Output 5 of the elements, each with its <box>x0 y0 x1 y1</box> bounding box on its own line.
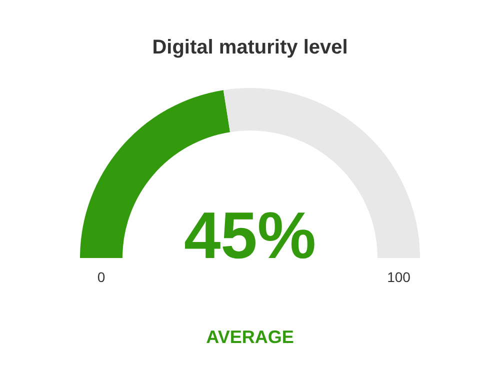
data-label: 45% <box>184 198 316 272</box>
chart-title: Digital maturity level <box>152 36 348 59</box>
text: AVERAGE <box>206 326 294 347</box>
text: 100 <box>387 268 411 285</box>
text: 0 <box>97 268 106 285</box>
